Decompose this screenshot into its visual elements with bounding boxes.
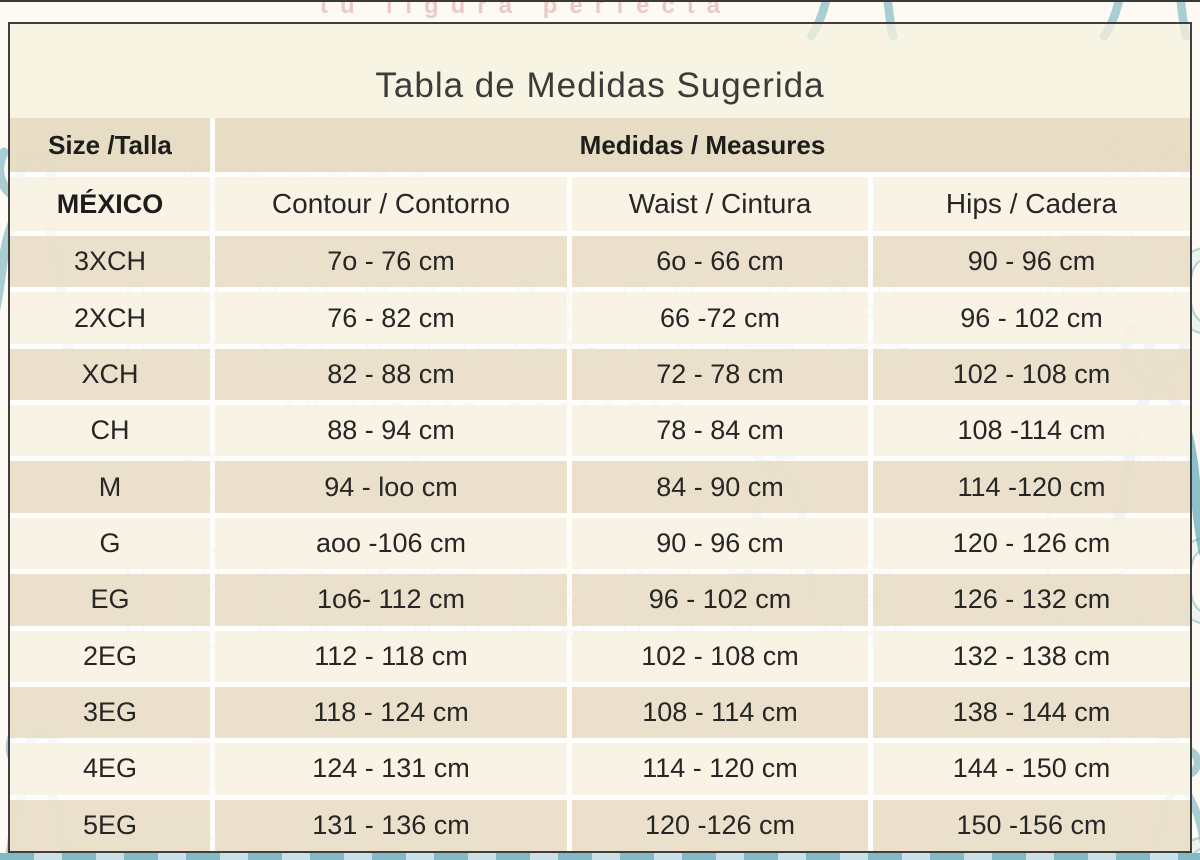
contour-cell: 88 - 94 cm	[215, 405, 567, 457]
waist-cell: 108 - 114 cm	[572, 686, 868, 739]
bottom-watermark-strip	[0, 853, 1200, 860]
size-cell: EG	[10, 574, 210, 626]
contour-cell: 7o - 76 cm	[215, 236, 567, 288]
measurements-grid: Size /Talla Medidas / Measures MÉXICO Co…	[10, 118, 1190, 851]
contour-cell: 76 - 82 cm	[215, 292, 567, 344]
hips-cell: 126 - 132 cm	[873, 574, 1190, 626]
waist-cell: 72 - 78 cm	[572, 348, 868, 401]
size-chart-table: Tabla de Medidas Sugerida Size /Talla Me…	[8, 22, 1192, 853]
header-medidas-measures: Medidas / Measures	[215, 118, 1190, 172]
hips-cell: 102 - 108 cm	[873, 348, 1190, 401]
waist-cell: 90 - 96 cm	[572, 517, 868, 570]
contour-cell: 124 - 131 cm	[215, 743, 567, 795]
waist-cell: 102 - 108 cm	[572, 630, 868, 682]
hips-cell: 144 - 150 cm	[873, 743, 1190, 795]
header-waist: Waist / Cintura	[572, 177, 868, 231]
size-cell: 2EG	[10, 630, 210, 682]
size-cell: 5EG	[10, 799, 210, 851]
waist-cell: 84 - 90 cm	[572, 461, 868, 513]
header-mexico: MÉXICO	[10, 177, 210, 231]
contour-cell: 94 - loo cm	[215, 461, 567, 513]
waist-cell: 120 -126 cm	[572, 799, 868, 851]
waist-cell: 96 - 102 cm	[572, 574, 868, 626]
waist-cell: 6o - 66 cm	[572, 236, 868, 288]
size-cell: 3EG	[10, 686, 210, 739]
waist-cell: 78 - 84 cm	[572, 405, 868, 457]
waist-cell: 66 -72 cm	[572, 292, 868, 344]
hips-cell: 150 -156 cm	[873, 799, 1190, 851]
contour-cell: 1o6- 112 cm	[215, 574, 567, 626]
top-edge-line	[0, 0, 1200, 2]
watermark-tagline: tu figura perfecta	[320, 0, 733, 19]
size-cell: CH	[10, 405, 210, 457]
hips-cell: 90 - 96 cm	[873, 236, 1190, 288]
hips-cell: 132 - 138 cm	[873, 630, 1190, 682]
hips-cell: 138 - 144 cm	[873, 686, 1190, 739]
watermark-tile: Secret Romanza tu figura perfecta	[150, 0, 961, 18]
header-size-talla: Size /Talla	[10, 118, 210, 172]
size-cell: 2XCH	[10, 292, 210, 344]
size-cell: 3XCH	[10, 236, 210, 288]
header-contour: Contour / Contorno	[215, 177, 567, 231]
header-hips: Hips / Cadera	[873, 177, 1190, 231]
size-cell: 4EG	[10, 743, 210, 795]
size-cell: XCH	[10, 348, 210, 401]
contour-cell: 82 - 88 cm	[215, 348, 567, 401]
contour-cell: 131 - 136 cm	[215, 799, 567, 851]
size-cell: M	[10, 461, 210, 513]
hips-cell: 108 -114 cm	[873, 405, 1190, 457]
size-cell: G	[10, 517, 210, 570]
contour-cell: 112 - 118 cm	[215, 630, 567, 682]
page-title: Tabla de Medidas Sugerida	[10, 24, 1190, 118]
hips-cell: 120 - 126 cm	[873, 517, 1190, 570]
hips-cell: 114 -120 cm	[873, 461, 1190, 513]
contour-cell: aoo -106 cm	[215, 517, 567, 570]
contour-cell: 118 - 124 cm	[215, 686, 567, 739]
hips-cell: 96 - 102 cm	[873, 292, 1190, 344]
waist-cell: 114 - 120 cm	[572, 743, 868, 795]
